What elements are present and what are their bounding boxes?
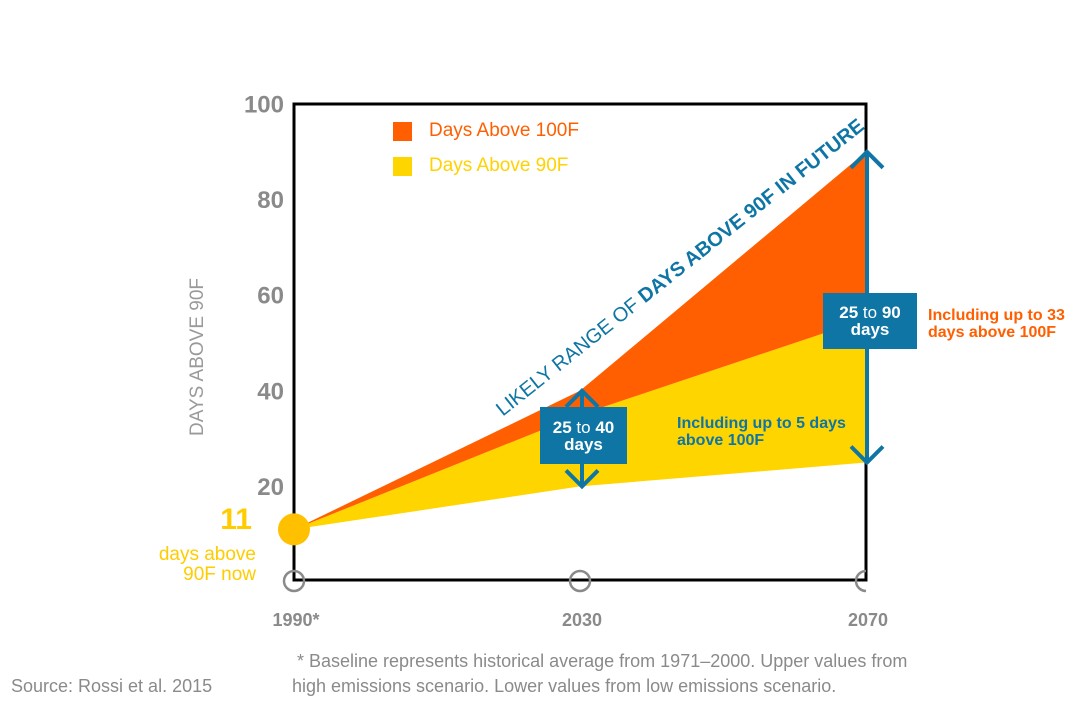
range-unit: days [564,434,603,454]
range-low: 25 [552,417,572,437]
range-to: to [862,303,878,322]
x-tick-marker [854,569,866,593]
range-unit: days [850,320,890,339]
x-tick-marker [282,569,306,593]
arrow-up-icon [564,387,600,409]
note-line: Including up to 5 days [677,415,846,432]
range-box-values: 25 to 90 [839,304,901,321]
x-tick-marker [568,569,592,593]
footnote-line-1: * Baseline represents historical average… [297,651,908,671]
note-line: above 100F [677,432,765,449]
range-box-values: 25 to 40 [553,419,615,436]
current-caption-line: 90F now [183,564,256,585]
note-line: days above 100F [928,324,1057,341]
current-value-label: 11 [220,503,252,536]
current-value-caption: days above 90F now [159,545,256,585]
footnote-line-2: high emissions scenario. Lower values fr… [292,676,837,696]
range-box-2030: 25 to 40 days [540,407,627,464]
legend-swatch-100f [393,122,412,141]
range-low: 25 [839,303,859,322]
y-tick-label: 40 [257,378,284,405]
y-tick-label: 60 [257,283,284,310]
current-marker [278,513,310,546]
legend-label-90f: Days Above 90F [429,155,569,176]
arrow-down-icon [849,445,885,466]
range-to: to [576,417,591,437]
legend-swatch-90f [393,157,412,176]
range-high: 40 [595,417,615,437]
y-tick-label: 100 [244,92,284,119]
source-credit: Source: Rossi et al. 2015 [11,676,213,696]
y-axis-title: DAYS ABOVE 90F [187,278,208,436]
arrow-down-icon [564,468,600,490]
range-high: 90 [881,303,901,322]
y-tick-label: 20 [257,474,284,501]
note-line: Including up to 33 [928,307,1065,324]
current-value-dot [278,513,310,546]
current-caption-line: days above [158,544,256,565]
area-days-above-100f [294,151,866,530]
arrow-up-icon [849,148,885,170]
x-tick-markers [282,569,866,593]
x-tick-labels: 1990* 2030 2070 [272,610,888,630]
x-tick-label: 2030 [562,610,602,630]
range-note-2030: Including up to 5 days above 100F [677,415,846,449]
x-tick-label: 2070 [848,610,888,630]
x-tick-label: 1990* [272,610,319,630]
y-tick-labels: 20 40 60 80 100 [244,92,284,501]
range-box-2070: 25 to 90 days [823,293,917,349]
y-tick-label: 80 [257,187,284,214]
legend-label-100f: Days Above 100F [429,120,579,141]
range-note-2070: Including up to 33 days above 100F [928,307,1065,341]
